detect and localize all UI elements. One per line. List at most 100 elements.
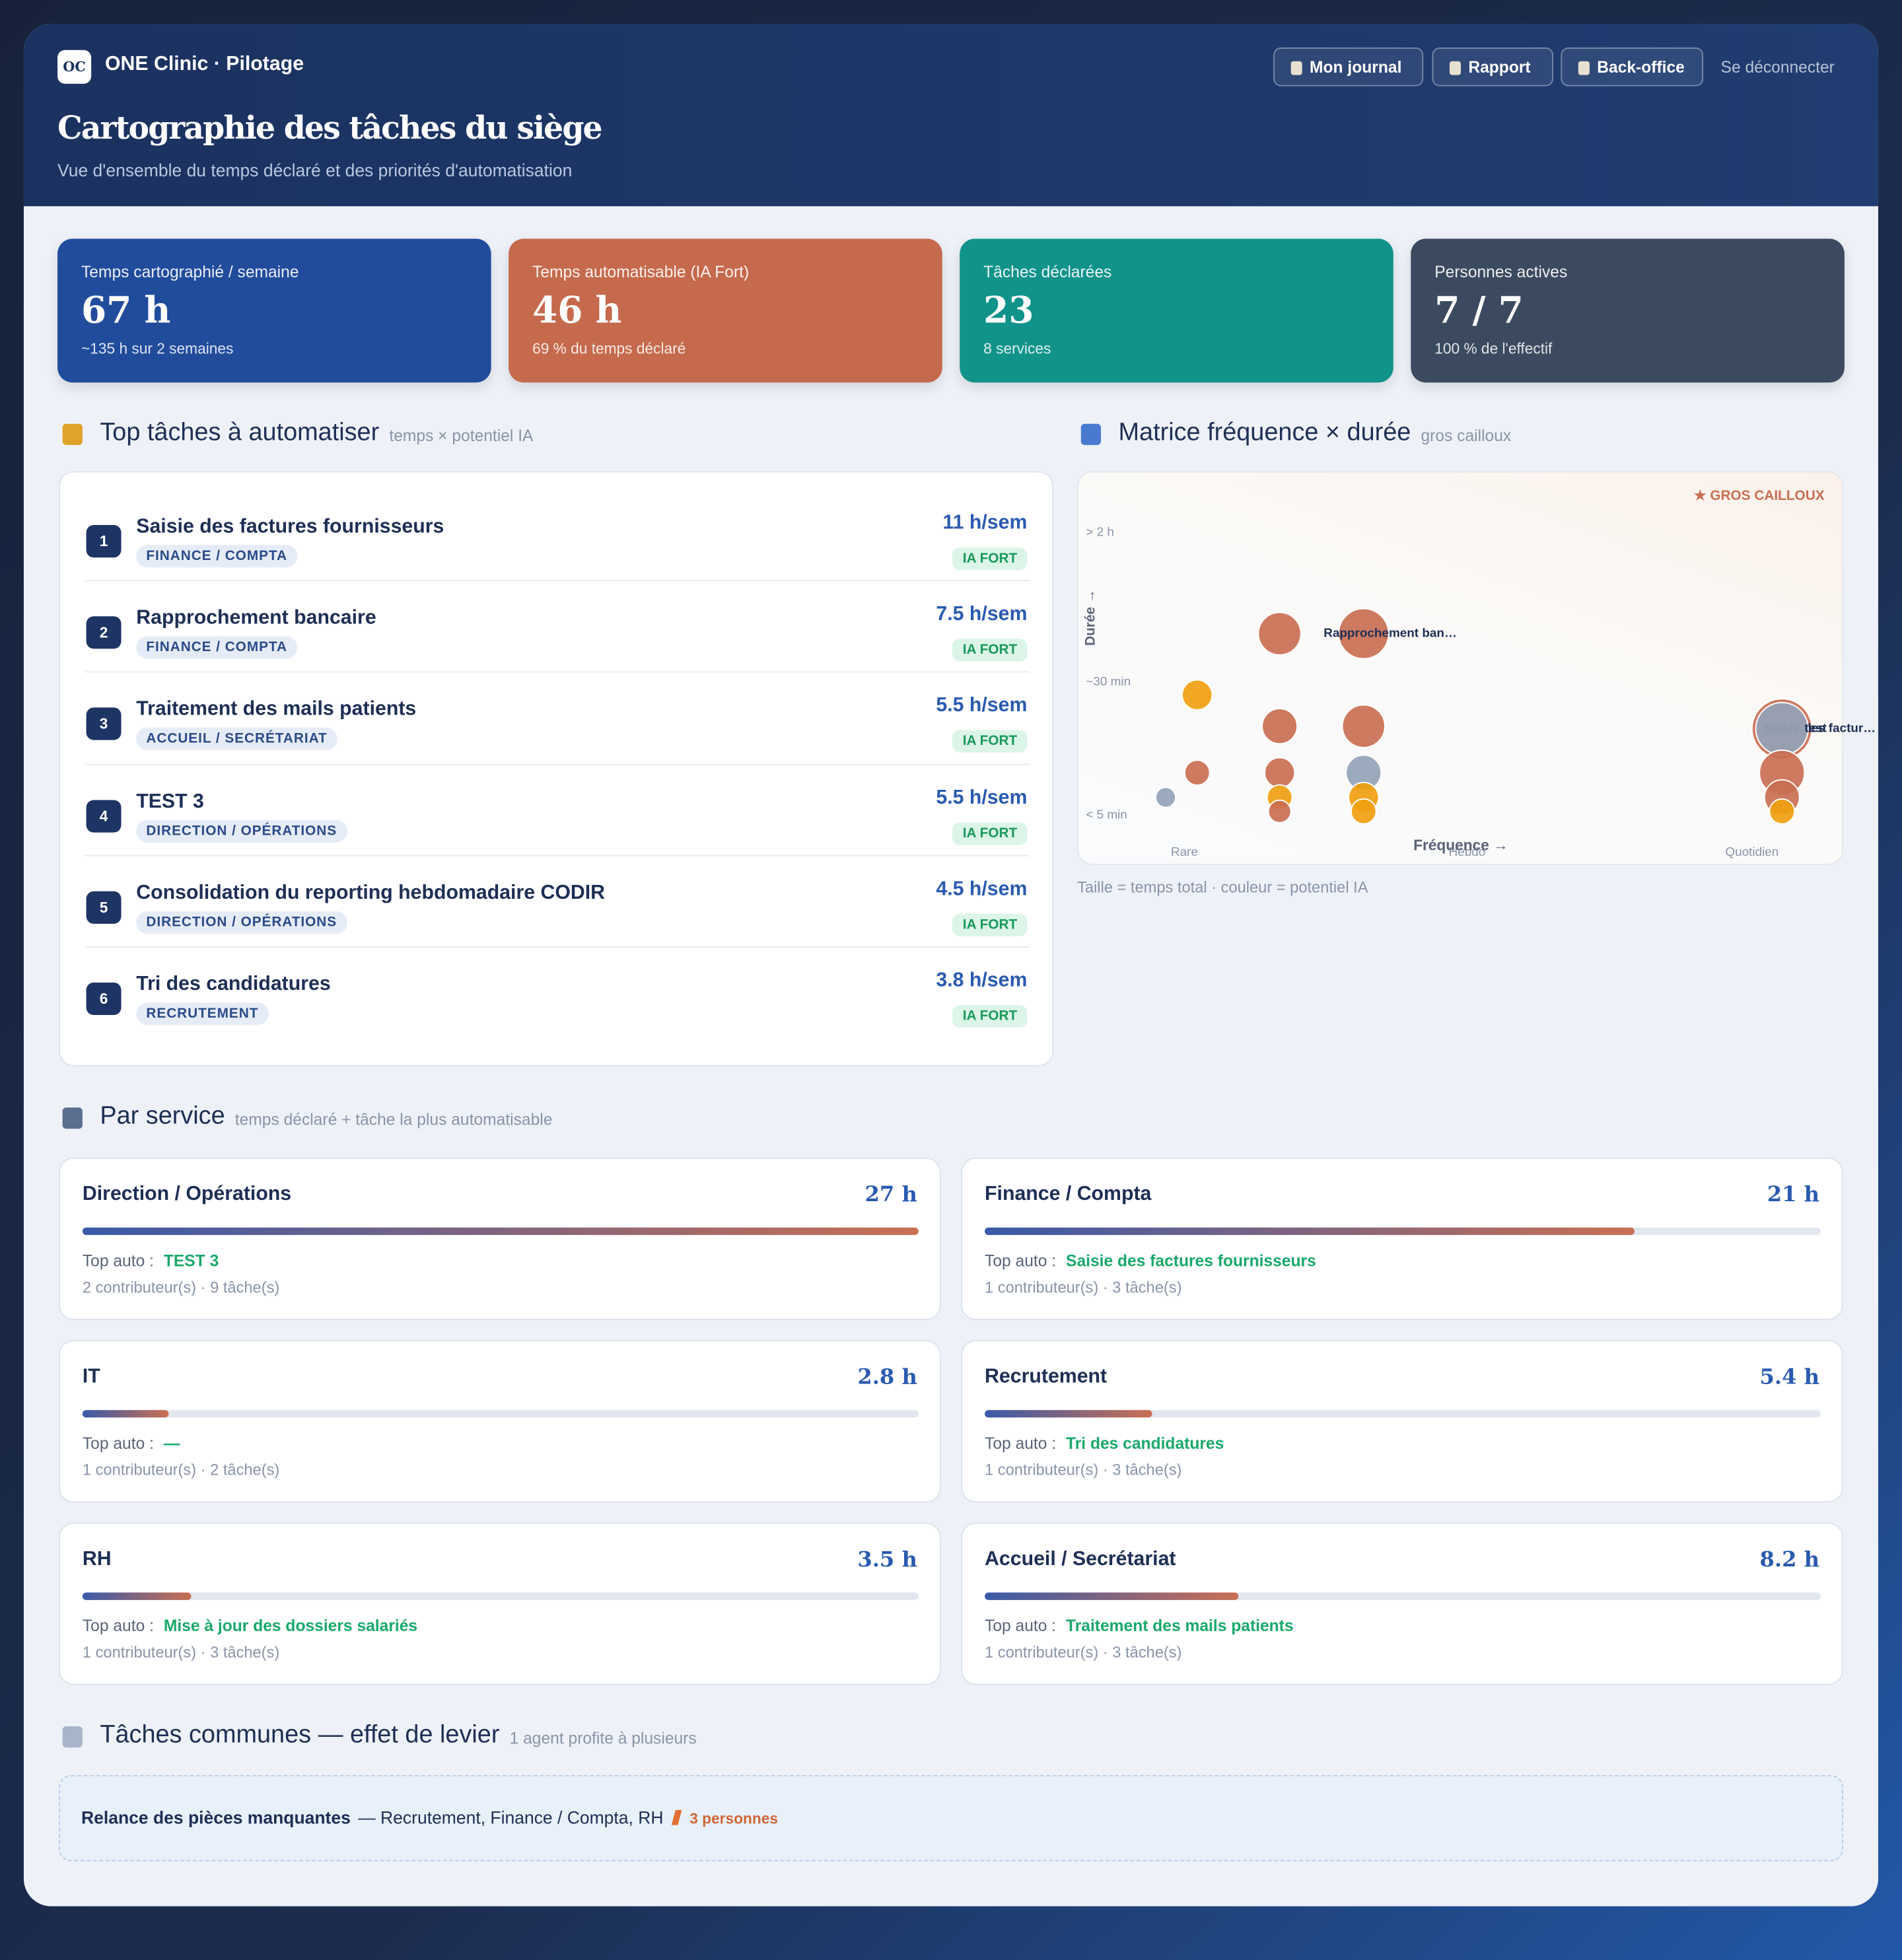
section-hint: temps × potentiel IA [389, 426, 534, 445]
kpi-note: 69 % du temps déclaré [532, 339, 686, 358]
kpi-label: Personnes actives [1434, 262, 1568, 281]
service-meta: 2 contributeur(s) · 9 tâche(s) [82, 1278, 280, 1296]
page-title: Cartographie des tâches du siège [57, 110, 603, 147]
bubble [1755, 701, 1809, 756]
nav-icon [1290, 61, 1302, 75]
common-services: — Recrutement, Finance / Compta, RH [358, 1807, 664, 1828]
bubble [1341, 704, 1386, 748]
matrix-caption: Taille = temps total · couleur = potenti… [1077, 878, 1368, 897]
top-task: — [163, 1434, 180, 1453]
nav-button[interactable]: Mon journal [1273, 47, 1424, 87]
service-meta: 1 contributeur(s) · 3 tâche(s) [985, 1644, 1182, 1662]
nav-label: Back-office [1597, 57, 1685, 77]
service-meta: 1 contributeur(s) · 3 tâche(s) [82, 1644, 280, 1662]
bar-track [985, 1410, 1821, 1418]
bubble [1263, 757, 1296, 788]
page-subtitle: Vue d'ensemble du temps déclaré et des p… [57, 160, 573, 180]
service-bar [82, 1410, 170, 1418]
bubble-label: test [1804, 722, 1827, 736]
kpi-value: 7 / 7 [1434, 289, 1524, 332]
section-title: Matrice fréquence × durée [1118, 419, 1411, 446]
task-hours: 4.5 h/sem [936, 878, 1028, 900]
bubble [1154, 787, 1177, 808]
service-card: RH 3.5 h Top auto : Mise à jour des dossier… [58, 1522, 941, 1685]
top-task: Saisie des factures fournisseurs [1066, 1251, 1316, 1271]
task-hours: 5.5 h/sem [936, 695, 1028, 717]
rank-badge: 3 [86, 708, 122, 741]
task-hours: 7.5 h/sem [936, 604, 1028, 625]
row-divider [85, 580, 1030, 582]
service-name: Finance / Compta [985, 1183, 1152, 1205]
service-meta: 1 contributeur(s) · 3 tâche(s) [985, 1278, 1182, 1296]
common-task: Relance des pièces manquantes [81, 1807, 351, 1828]
row-divider [85, 855, 1030, 857]
row-divider [85, 946, 1030, 948]
ia-badge: IA FORT [952, 730, 1028, 753]
task-name: TEST 3 [136, 790, 204, 812]
bubble [1769, 798, 1796, 825]
kpi-card: Temps cartographié / semaine 67 h ~135 h s… [57, 238, 491, 383]
kpi-card: Temps automatisable (IA Fort) 46 h 69 % du… [509, 238, 942, 383]
nav-button[interactable]: Back-office [1561, 47, 1704, 87]
kpi-card: Personnes actives 7 / 7 100 % de l'effecti… [1411, 238, 1845, 383]
task-name: Traitement des mails patients [136, 699, 417, 721]
section-icon [62, 1726, 83, 1748]
bubble-label: Rapprochement ban… [1323, 627, 1457, 641]
service-hours: 8.2 h [1759, 1547, 1820, 1573]
section-hint: 1 agent profite à plusieurs [509, 1728, 697, 1748]
bubble [1350, 798, 1377, 825]
section-title: Tâches communes — effet de levier [100, 1721, 500, 1749]
section-title: Top tâches à automatiser [100, 419, 380, 446]
nav-label: Rapport [1468, 57, 1531, 77]
nav-button[interactable]: Rapport [1432, 47, 1554, 87]
logout-link[interactable]: Se déconnecter [1720, 57, 1835, 77]
rank-badge: 4 [86, 799, 122, 832]
service-name: IT [82, 1366, 100, 1388]
row-divider [85, 763, 1030, 765]
section-icon [1080, 423, 1102, 445]
header-band [23, 23, 1878, 207]
matrix-card: ★ GROS CAILLOUX > 2 h ~30 min < 5 min Rare He… [1077, 471, 1876, 865]
ia-badge: IA FORT [952, 913, 1028, 936]
kpi-note: 100 % de l'effectif [1434, 339, 1553, 358]
service-name: RH [82, 1549, 112, 1570]
service-hours: 27 h [864, 1182, 917, 1208]
bubble [1261, 708, 1298, 745]
kpi-card: Tâches déclarées 23 8 services [960, 238, 1393, 383]
service-card: Finance / Compta 21 h Top auto : Saisie des… [961, 1157, 1843, 1320]
x-tick-label: Hebdo [1449, 845, 1486, 859]
service-meta: 1 contributeur(s) · 3 tâche(s) [985, 1461, 1182, 1479]
common-box: Relance des pièces manquantes — Recruteme… [58, 1774, 1843, 1862]
row-divider [85, 672, 1030, 674]
service-card: Recrutement 5.4 h Top auto : Tri des candid… [961, 1340, 1843, 1503]
top-task: Mise à jour des dossiers salariés [163, 1616, 418, 1635]
service-bar [82, 1592, 191, 1600]
section-icon [62, 423, 83, 445]
kpi-value: 67 h [81, 289, 171, 332]
bubble [1183, 759, 1211, 786]
kpi-note: ~135 h sur 2 semaines [81, 339, 234, 358]
service-hours: 21 h [1767, 1182, 1820, 1208]
service-tag: FINANCE / COMPTA [136, 545, 298, 568]
bubble [1257, 612, 1302, 656]
top-label: Top auto : [82, 1616, 154, 1635]
kpi-value: 46 h [532, 289, 622, 332]
service-card: Accueil / Secrétariat 8.2 h Top auto : Trai… [961, 1522, 1843, 1685]
x-axis-label: Fréquence → [1413, 836, 1508, 853]
service-bar [985, 1592, 1239, 1600]
rank-badge: 1 [86, 525, 122, 558]
bar-track [82, 1410, 919, 1418]
top-label: Top auto : [985, 1434, 1057, 1453]
x-tick-label: Rare [1171, 845, 1198, 859]
nav-icon [1449, 61, 1461, 75]
task-name: Rapprochement bancaire [136, 608, 376, 629]
top-label: Top auto : [985, 1616, 1057, 1635]
kpi-note: 8 services [983, 339, 1051, 358]
y-axis-label: Durée → [1082, 589, 1098, 646]
bolt-icon [671, 1809, 682, 1825]
service-name: Accueil / Secrétariat [985, 1549, 1176, 1570]
task-hours: 11 h/sem [942, 512, 1028, 534]
ia-badge: IA FORT [952, 1004, 1028, 1028]
rank-badge: 5 [86, 891, 122, 924]
